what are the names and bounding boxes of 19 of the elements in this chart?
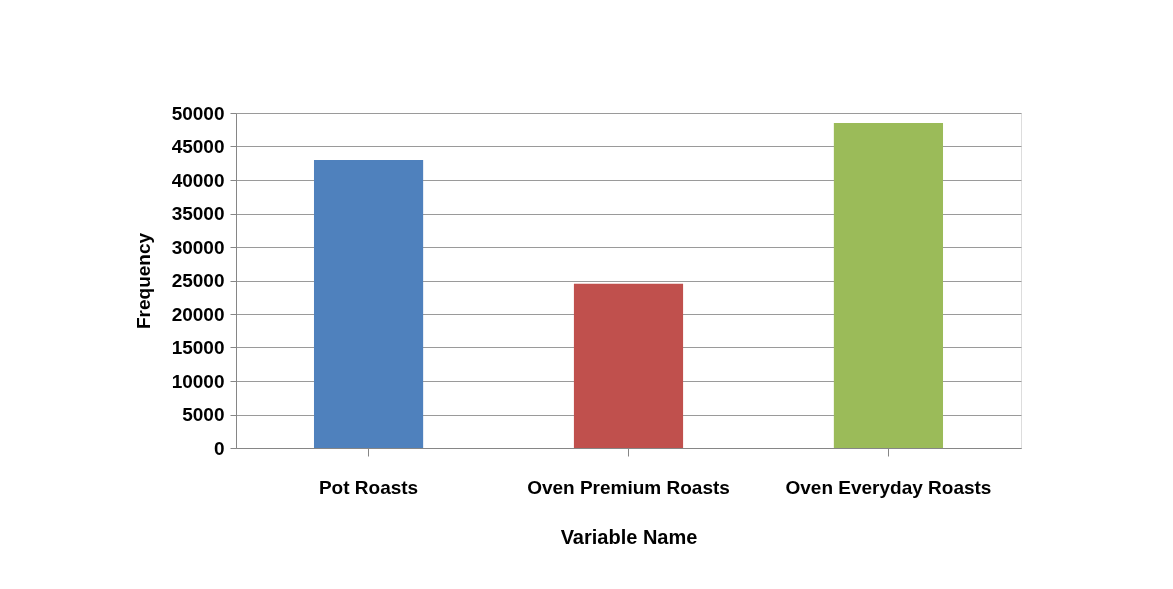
x-tick-label: Oven Everyday Roasts: [785, 476, 992, 498]
y-axis-title: Frequency: [132, 232, 154, 330]
bar: [573, 283, 684, 448]
y-tick-label: 0: [213, 437, 225, 459]
y-tick-label: 20000: [171, 303, 225, 325]
y-tick-label: 25000: [171, 270, 225, 291]
bar: [833, 123, 944, 448]
bar: [313, 159, 424, 448]
x-tick-label: Pot Roasts: [318, 476, 419, 498]
y-tick-label: 5000: [182, 404, 225, 425]
y-tick-label: 45000: [171, 136, 225, 157]
x-axis-title: Variable Name: [560, 525, 698, 548]
y-tick-label: 40000: [171, 169, 225, 191]
y-tick-label: 15000: [171, 337, 225, 358]
x-tick-label: Oven Premium Roasts: [527, 476, 730, 498]
y-tick-label: 35000: [171, 203, 225, 224]
y-tick-label: 30000: [171, 236, 225, 258]
y-tick-label: 10000: [171, 370, 225, 392]
y-tick-label: 50000: [171, 102, 225, 124]
